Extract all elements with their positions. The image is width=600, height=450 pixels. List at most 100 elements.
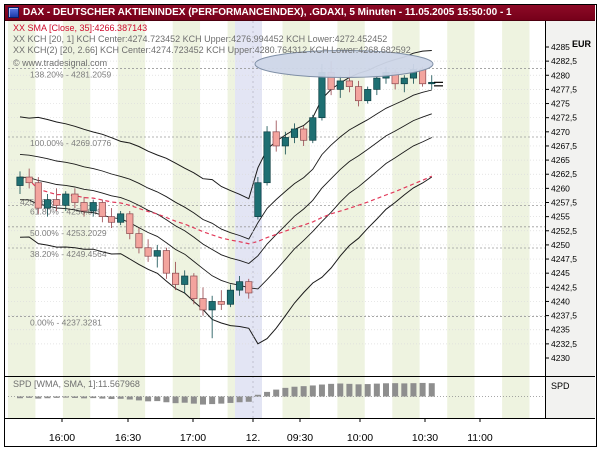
spd-bar xyxy=(273,389,280,397)
spd-bar xyxy=(163,396,170,403)
session-gap-stripe xyxy=(235,21,262,418)
price-tick-label: 4285 xyxy=(551,42,570,52)
spd-bar xyxy=(117,396,124,399)
time-tick-label: 17:00 xyxy=(180,432,206,444)
price-tick-label: 4250 xyxy=(551,240,570,250)
candle-body xyxy=(153,250,161,257)
candle-body xyxy=(181,275,189,285)
session-stripe xyxy=(447,21,475,418)
kch1-indicator-label[interactable]: XX KCH [20, 1] KCH Center:4274.723452 KC… xyxy=(13,34,388,44)
spd-bar xyxy=(364,384,371,397)
session-stripe xyxy=(474,21,503,418)
spd-bar xyxy=(410,383,417,397)
spd-axis-label: SPD xyxy=(551,381,570,391)
spd-bar xyxy=(227,396,234,403)
sma-indicator-label[interactable]: XX SMA [Close, 35]:4266.387143 xyxy=(13,23,148,33)
price-tick-label: 4262,5 xyxy=(551,169,577,179)
spd-bar xyxy=(328,383,335,397)
kch2-lower-line xyxy=(19,176,433,345)
sma-line xyxy=(19,175,433,245)
fib-label: 38.20% - 4249.4564 xyxy=(30,249,107,259)
spd-bar xyxy=(392,383,399,397)
session-stripe xyxy=(282,21,310,418)
price-tick-label: 4277,5 xyxy=(551,84,577,94)
candle-body xyxy=(34,182,42,209)
spd-bar xyxy=(383,383,389,397)
price-tick-label: 4252,5 xyxy=(551,226,577,236)
spd-bar xyxy=(346,383,353,397)
session-stripe xyxy=(502,21,530,418)
candle-body xyxy=(336,80,344,90)
spd-bar xyxy=(373,383,380,397)
session-stripe xyxy=(392,21,420,418)
session-stripe xyxy=(8,21,36,418)
spd-bar xyxy=(190,396,197,404)
price-tick-label: 4247,5 xyxy=(551,254,577,264)
spd-bar xyxy=(428,383,435,397)
candle-body xyxy=(254,182,262,217)
candle-body xyxy=(62,193,70,206)
session-stripe xyxy=(200,21,228,418)
spd-bar xyxy=(355,384,362,397)
session-stripe xyxy=(62,21,91,418)
candle-body xyxy=(263,131,271,184)
spd-bar xyxy=(71,396,78,398)
spd-bar xyxy=(62,396,69,398)
candle-body xyxy=(272,131,280,147)
copyright-label: © www.tradesignal.com xyxy=(13,58,108,68)
price-tick-label: 4240 xyxy=(551,296,570,306)
price-tick-label: 4265 xyxy=(551,155,570,165)
time-tick-label: 10:30 xyxy=(412,432,438,444)
price-tick-label: 4270 xyxy=(551,127,570,137)
spd-bar xyxy=(53,396,60,398)
price-tick-label: 4272,5 xyxy=(551,113,577,123)
spd-bar xyxy=(401,383,408,397)
candle-body xyxy=(226,289,235,305)
kch2-indicator-label[interactable]: XX KCH(2) [20, 2.66] KCH Center:4274.723… xyxy=(13,45,411,55)
window-title: DAX - DEUTSCHER AKTIENINDEX (PERFORMANCE… xyxy=(23,7,512,18)
time-tick-label: 16:00 xyxy=(49,432,75,444)
spd-bar xyxy=(318,384,325,397)
price-tick-label: 4255 xyxy=(551,212,570,222)
chart-app-icon xyxy=(8,7,19,18)
spd-bar xyxy=(181,396,188,403)
spd-panel xyxy=(8,382,545,405)
price-tick-label: 4280 xyxy=(551,70,570,80)
spd-bar xyxy=(309,385,316,397)
spd-bar xyxy=(200,396,206,405)
candle-body xyxy=(162,250,170,274)
price-tick-label: 4232,5 xyxy=(551,339,577,349)
axis-background xyxy=(546,21,595,418)
spd-bar xyxy=(99,396,106,399)
candle-body xyxy=(190,275,198,299)
fib-label: 100.00% - 4269.0776 xyxy=(30,138,112,148)
candle-body xyxy=(217,301,225,305)
session-stripes xyxy=(8,21,545,418)
annotation-ellipse[interactable] xyxy=(254,50,434,78)
spd-bar xyxy=(419,382,426,397)
candle-body xyxy=(172,272,180,285)
time-tick-label: 10:00 xyxy=(347,432,373,444)
candle-body xyxy=(43,199,52,209)
price-tick-label: 4267,5 xyxy=(551,141,577,151)
session-stripe xyxy=(35,21,63,418)
price-grid xyxy=(8,60,545,345)
candle-body xyxy=(309,117,317,141)
price-tick-label: 4257,5 xyxy=(551,197,577,207)
session-stripe xyxy=(337,21,365,418)
candle-body xyxy=(355,86,363,102)
title-bar[interactable]: DAX - DEUTSCHER AKTIENINDEX (PERFORMANCE… xyxy=(5,5,595,21)
candle-body xyxy=(144,247,152,257)
price-tick-label: 4230 xyxy=(551,353,570,363)
price-tick-label: 4235 xyxy=(551,325,570,335)
spd-indicator-label[interactable]: SPD [WMA, SMA, 1]:11.567968 xyxy=(13,379,140,389)
spd-bar xyxy=(81,396,88,399)
candle-body xyxy=(373,77,381,90)
candle-body xyxy=(117,213,125,223)
session-stripe xyxy=(145,21,173,418)
fib-label: 138.20% - 4281.2059 xyxy=(30,69,112,79)
candle-body xyxy=(419,69,427,85)
candle-body xyxy=(345,80,353,87)
candle-body xyxy=(300,128,308,141)
